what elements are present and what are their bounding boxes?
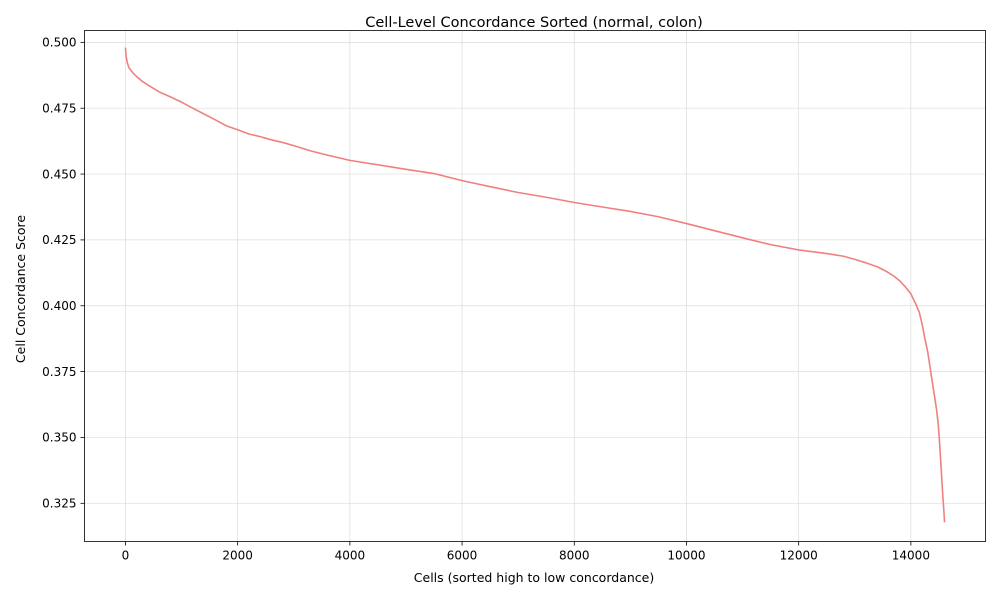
series-layer (124, 47, 946, 523)
plot-frame (84, 30, 986, 542)
x-tick-label: 6000 (447, 549, 478, 563)
y-tick-label: 0.350 (42, 431, 76, 445)
x-tick-label: 14000 (892, 549, 930, 563)
y-axis-ticks: 0.325 0.350 0.375 0.400 0.425 0.450 0.475 0.500 (42, 36, 85, 511)
grid-lines (84, 30, 986, 542)
y-tick-label: 0.375 (42, 365, 76, 379)
y-tick-label: 0.450 (42, 167, 76, 181)
y-tick-label: 0.325 (42, 497, 76, 511)
chart-title: Cell-Level Concordance Sorted (normal, c… (365, 15, 702, 31)
y-tick-label: 0.425 (42, 233, 76, 247)
y-tick-label: 0.475 (42, 101, 76, 115)
x-axis-ticks: 0 2000 4000 6000 8000 10000 12000 14000 (122, 541, 930, 563)
x-tick-label: 8000 (559, 549, 590, 563)
x-tick-label: 2000 (222, 549, 253, 563)
y-axis-label: Cell Concordance Score (13, 215, 28, 363)
concordance-line (124, 47, 946, 523)
y-tick-label: 0.500 (42, 36, 76, 50)
x-axis-label: Cells (sorted high to low concordance) (414, 570, 654, 585)
x-tick-label: 10000 (667, 549, 705, 563)
x-tick-label: 4000 (335, 549, 366, 563)
y-tick-label: 0.400 (42, 299, 76, 313)
x-tick-label: 12000 (780, 549, 818, 563)
x-tick-label: 0 (122, 549, 130, 563)
